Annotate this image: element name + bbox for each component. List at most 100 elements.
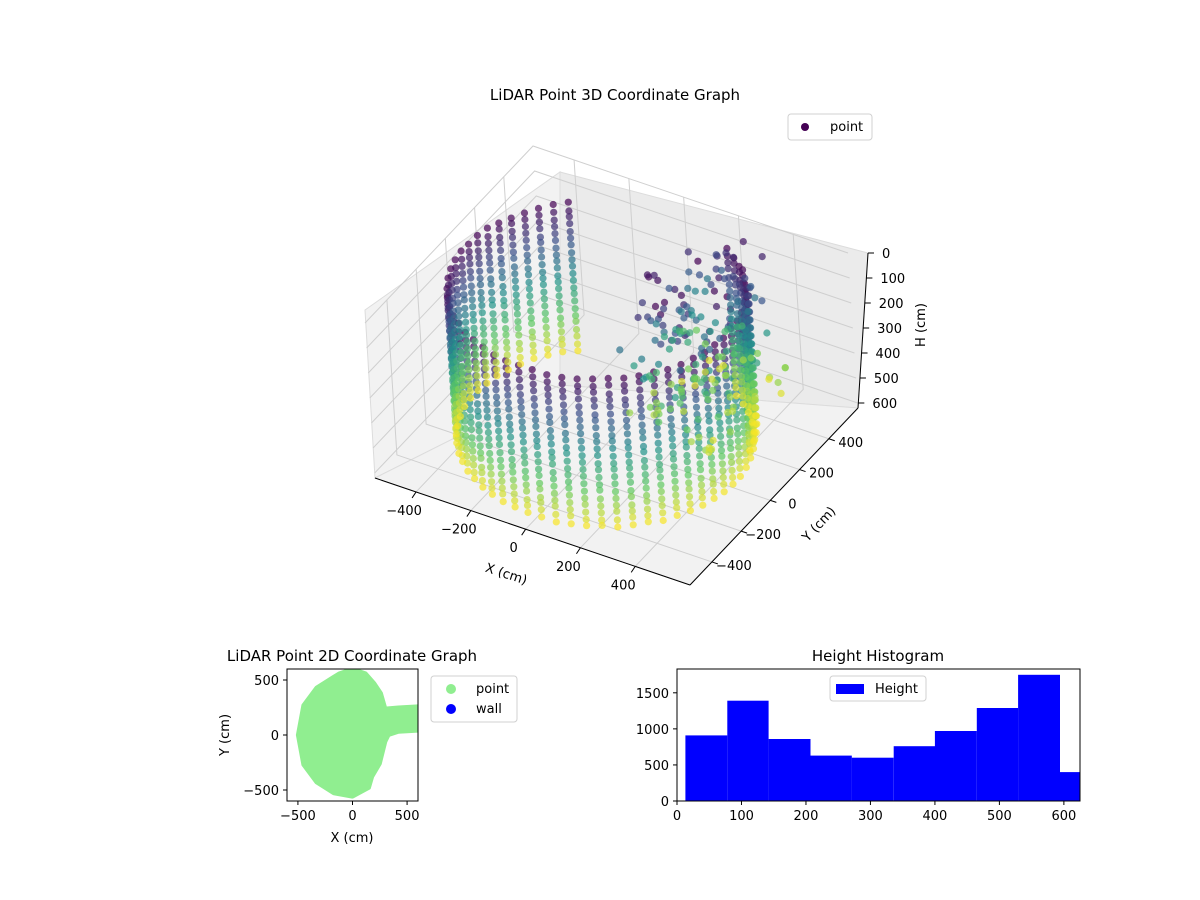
point-3d bbox=[465, 240, 473, 248]
point-3d bbox=[541, 309, 549, 317]
point-3d bbox=[534, 204, 543, 212]
histogram-bar bbox=[810, 755, 852, 801]
point-3d bbox=[627, 493, 636, 501]
point-3d bbox=[659, 321, 667, 329]
point-3d bbox=[526, 292, 534, 300]
point-3d bbox=[501, 310, 509, 319]
point-3d bbox=[739, 356, 747, 364]
y-tick-label-3d: 0 bbox=[788, 497, 796, 512]
point-3d bbox=[609, 452, 617, 460]
point-3d bbox=[520, 209, 529, 217]
point-3d bbox=[641, 463, 649, 471]
point-3d bbox=[467, 425, 475, 434]
point-3d bbox=[605, 390, 613, 398]
point-3d bbox=[720, 488, 728, 496]
point-3d bbox=[628, 507, 636, 515]
point-3d bbox=[467, 413, 475, 421]
histogram-bar bbox=[893, 746, 935, 801]
point-3d bbox=[554, 272, 562, 280]
point-3d bbox=[712, 302, 721, 311]
point-3d bbox=[473, 365, 481, 373]
point-3d bbox=[555, 299, 564, 307]
point-3d bbox=[734, 298, 742, 306]
point-3d bbox=[727, 444, 735, 452]
x-tick-label-hist: 300 bbox=[858, 809, 883, 824]
point-3d bbox=[626, 478, 635, 486]
y-tick-3d bbox=[711, 561, 719, 565]
x-tick-label-hist: 100 bbox=[729, 809, 754, 824]
point-3d bbox=[480, 338, 488, 346]
point-3d bbox=[467, 394, 475, 402]
point-3d bbox=[718, 353, 727, 361]
y-tick-3d bbox=[740, 530, 748, 534]
point-3d bbox=[457, 341, 465, 349]
point-3d bbox=[458, 362, 466, 370]
point-3d bbox=[664, 372, 672, 380]
point-3d bbox=[590, 396, 598, 404]
point-3d bbox=[700, 333, 709, 341]
point-3d bbox=[468, 296, 476, 304]
point-3d bbox=[634, 313, 642, 322]
point-3d bbox=[464, 359, 472, 367]
point-3d bbox=[518, 418, 526, 426]
point-3d bbox=[671, 484, 680, 492]
point-3d bbox=[543, 378, 551, 386]
point-3d bbox=[677, 308, 685, 316]
point-3d bbox=[721, 371, 730, 380]
point-3d bbox=[700, 374, 709, 382]
point-3d bbox=[704, 396, 712, 404]
point-3d bbox=[515, 331, 523, 339]
point-3d bbox=[560, 415, 569, 423]
point-3d bbox=[485, 442, 493, 450]
x-tick-label-2d: −500 bbox=[280, 809, 316, 824]
point-3d bbox=[593, 445, 601, 453]
point-3d bbox=[697, 313, 705, 321]
point-3d bbox=[521, 222, 530, 231]
point-3d bbox=[528, 333, 537, 341]
legend-hist-swatch bbox=[836, 684, 864, 694]
point-3d bbox=[476, 267, 484, 275]
point-3d bbox=[544, 351, 552, 359]
point-3d bbox=[701, 340, 709, 348]
point-3d bbox=[717, 440, 725, 448]
point-3d bbox=[691, 382, 699, 390]
point-3d bbox=[710, 487, 718, 496]
point-3d bbox=[566, 228, 574, 236]
point-3d bbox=[657, 340, 665, 348]
point-3d bbox=[471, 337, 479, 345]
point-3d bbox=[566, 499, 574, 507]
point-3d bbox=[472, 351, 480, 359]
x-tick-label-2d: 0 bbox=[348, 809, 356, 824]
point-3d bbox=[479, 317, 487, 325]
point-3d bbox=[597, 509, 605, 517]
point-3d bbox=[731, 281, 740, 289]
point-3d bbox=[732, 384, 740, 392]
point-3d bbox=[499, 282, 507, 291]
point-3d bbox=[545, 405, 553, 413]
point-3d bbox=[473, 400, 482, 408]
x-tick-3d bbox=[521, 528, 527, 536]
point-3d bbox=[535, 218, 544, 226]
point-3d bbox=[613, 507, 621, 515]
point-3d bbox=[548, 448, 556, 456]
point-3d bbox=[514, 324, 522, 332]
point-3d bbox=[486, 456, 494, 464]
point-3d bbox=[734, 437, 742, 445]
point-3d bbox=[539, 268, 547, 276]
point-3d bbox=[564, 478, 573, 486]
y-tick-3d bbox=[770, 499, 777, 503]
point-3d bbox=[507, 214, 515, 222]
point-3d bbox=[709, 480, 717, 488]
point-3d bbox=[475, 253, 483, 261]
point-3d bbox=[552, 244, 560, 252]
point-3d bbox=[731, 364, 739, 372]
point-3d bbox=[493, 399, 501, 407]
point-3d bbox=[669, 450, 677, 458]
point-3d bbox=[527, 307, 535, 315]
point-3d bbox=[557, 328, 566, 336]
point-3d bbox=[613, 516, 622, 524]
z-tick-label-3d: 500 bbox=[874, 372, 899, 387]
point-3d bbox=[684, 471, 692, 479]
point-3d bbox=[750, 380, 758, 388]
x-tick-label-hist: 400 bbox=[923, 809, 948, 824]
